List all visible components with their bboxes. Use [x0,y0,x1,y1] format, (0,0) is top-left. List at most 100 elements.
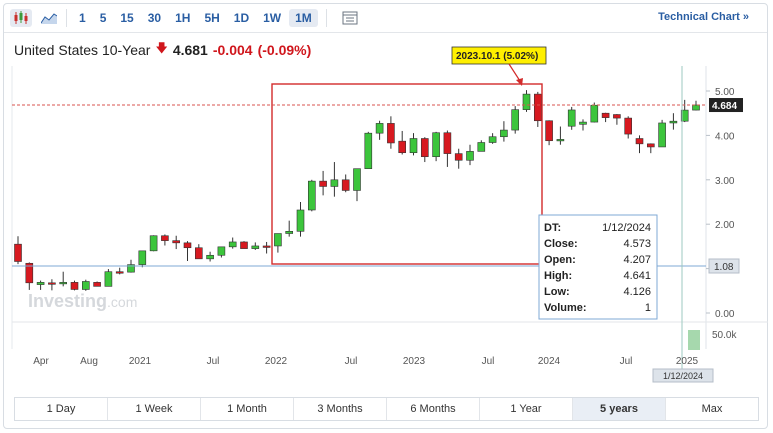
area-chart-type-icon[interactable] [38,9,60,27]
candle-body [319,180,327,187]
candle-body [161,235,169,241]
time-range-selector: 1 Day 1 Week 1 Month 3 Months 6 Months 1 Year… [14,397,759,421]
candle-body [635,138,644,145]
range-1-month[interactable]: 1 Month [201,398,294,420]
highlight-box [271,83,543,265]
candle-34 [398,130,407,155]
candle-body [624,117,633,135]
last-price: 4.681 [172,41,208,58]
candle-body [511,109,520,131]
candle-1 [25,262,34,290]
candle-body [387,123,395,144]
price-change: -0.004 [212,41,253,58]
range-3-months[interactable]: 3 Months [294,398,387,420]
x-tick-label: 2025 [676,356,699,367]
candle-body [692,104,700,111]
candle-27 [319,170,327,196]
candle-body [556,139,565,142]
candle-body [669,120,678,124]
range-1-week[interactable]: 1 Week [108,398,201,420]
candle-body [353,168,361,191]
toolbar-divider [325,9,327,27]
tooltip-key: Volume: [544,302,587,314]
tooltip-key: High: [544,270,572,282]
candle-body [307,180,316,211]
chart-widget: 1 5 15 30 1H 5H 1D 1W 1M Technical Chart » Unite… [3,3,768,429]
tooltip-value: 1 [645,302,651,314]
annotation-label: 2023.10.1 (5.02%) [456,51,538,62]
price-change-percent: (-0.09%) [257,41,312,58]
candle-body [375,123,384,134]
last-price-flag [709,98,743,113]
crosshair-y-label: 1.08 [714,262,734,273]
candle-body [172,240,180,244]
chart-settings-icon[interactable] [339,9,361,27]
range-6-months[interactable]: 6 Months [387,398,480,420]
candle-body [477,142,486,152]
candle-body [82,281,90,290]
instrument-header: United States 10-Year 🡇 4.681 -0.004 (-0… [14,39,311,60]
candle-31 [364,131,373,169]
crosshair-x-flag [652,368,714,383]
candle-4 [59,271,68,287]
interval-1d[interactable]: 1D [233,11,250,25]
candle-51 [590,102,599,123]
interval-5[interactable]: 5 [99,11,107,25]
candle-body [93,282,101,287]
candle-body [398,140,407,154]
candle-36 [420,137,429,163]
x-tick-label: Aug [80,356,98,367]
candle-46 [533,91,542,127]
candle-33 [387,116,395,149]
candle-14 [172,235,180,250]
x-tick-label: Jul [207,356,220,367]
down-arrow-icon: 🡇 [155,41,168,55]
candle-18 [217,246,226,258]
candle-12 [149,235,158,252]
interval-5h[interactable]: 5H [204,11,220,25]
candle-17 [206,251,214,262]
range-5-years[interactable]: 5 years [573,398,666,420]
candle-53 [613,114,621,125]
candle-body [183,242,192,249]
candle-35 [409,133,418,156]
candle-9 [115,267,124,275]
candle-body [680,109,689,122]
interval-1w[interactable]: 1W [263,11,282,25]
candle-48 [556,126,565,145]
candle-28 [330,162,339,197]
range-1-day[interactable]: 1 Day [15,398,108,420]
interval-30[interactable]: 30 [147,11,162,25]
candle-52 [601,112,610,123]
interval-1[interactable]: 1 [79,11,86,25]
candle-body [70,282,79,290]
price-chart[interactable]: 5.004.003.002.001.000.00Investing.com4.6… [4,4,769,394]
tooltip-key: Close: [544,238,578,250]
candle-47 [545,120,553,146]
y-tick-label: 2.00 [715,220,735,231]
x-tick-label: Jul [482,356,495,367]
tooltip-value: 4.207 [623,254,651,266]
candle-55 [635,135,644,154]
candle-32 [375,120,384,140]
candle-22 [262,241,271,254]
candle-24 [285,220,294,237]
ohlc-tooltip: DT: 1/12/2024 Close: 4.573 Open: 4.207 High: 4.… [538,214,658,320]
range-1-year[interactable]: 1 Year [480,398,573,420]
candle-body [454,153,463,161]
candle-41 [477,140,486,152]
candle-11 [138,250,147,268]
technical-chart-link[interactable]: Technical Chart » [658,11,749,23]
crosshair-x-label: 1/12/2024 [663,371,703,381]
candle-body [613,114,621,119]
candle-7 [93,281,101,287]
candlestick-type-icon[interactable] [10,9,32,27]
candle-body [658,122,666,148]
interval-1m[interactable]: 1M [289,9,318,27]
candle-21 [251,242,260,250]
interval-15[interactable]: 15 [120,11,134,25]
interval-1h[interactable]: 1H [175,11,191,25]
candle-body [579,121,587,125]
investing-watermark: Investing.com [28,291,137,311]
range-max[interactable]: Max [701,403,723,415]
